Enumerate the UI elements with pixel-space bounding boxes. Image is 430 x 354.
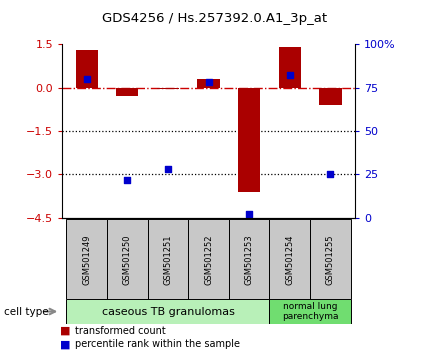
Text: GSM501249: GSM501249 (82, 234, 91, 285)
Bar (229, 219, 270, 299)
Text: caseous TB granulomas: caseous TB granulomas (101, 307, 234, 316)
Bar (107, 219, 147, 299)
Point (83, 76, 90, 82)
Text: ■: ■ (60, 339, 71, 349)
Text: percentile rank within the sample: percentile rank within the sample (75, 339, 240, 349)
Bar (116, 88, 138, 96)
Bar (238, 88, 260, 192)
Text: GSM501252: GSM501252 (204, 234, 213, 285)
Point (327, 172, 334, 177)
Text: GSM501250: GSM501250 (123, 234, 132, 285)
Text: GSM501254: GSM501254 (285, 234, 294, 285)
Bar (270, 219, 310, 299)
Point (246, 211, 252, 217)
Text: GSM501255: GSM501255 (326, 234, 335, 285)
Bar (147, 219, 188, 299)
Bar (319, 88, 341, 105)
Bar (310, 219, 351, 299)
Bar (157, 88, 179, 89)
Point (124, 177, 131, 182)
Point (165, 166, 172, 172)
Bar (76, 50, 98, 88)
Bar (188, 219, 229, 299)
Point (205, 80, 212, 85)
Bar (270, 299, 351, 324)
Bar (197, 79, 220, 88)
Text: GSM501253: GSM501253 (245, 234, 254, 285)
Text: ■: ■ (60, 326, 71, 336)
Text: GSM501251: GSM501251 (163, 234, 172, 285)
Point (286, 73, 293, 78)
Text: normal lung
parenchyma: normal lung parenchyma (282, 302, 338, 321)
Bar (66, 299, 270, 324)
Bar (279, 47, 301, 88)
Text: cell type: cell type (4, 307, 49, 316)
Bar (66, 219, 107, 299)
Text: GDS4256 / Hs.257392.0.A1_3p_at: GDS4256 / Hs.257392.0.A1_3p_at (102, 12, 328, 25)
Text: transformed count: transformed count (75, 326, 166, 336)
